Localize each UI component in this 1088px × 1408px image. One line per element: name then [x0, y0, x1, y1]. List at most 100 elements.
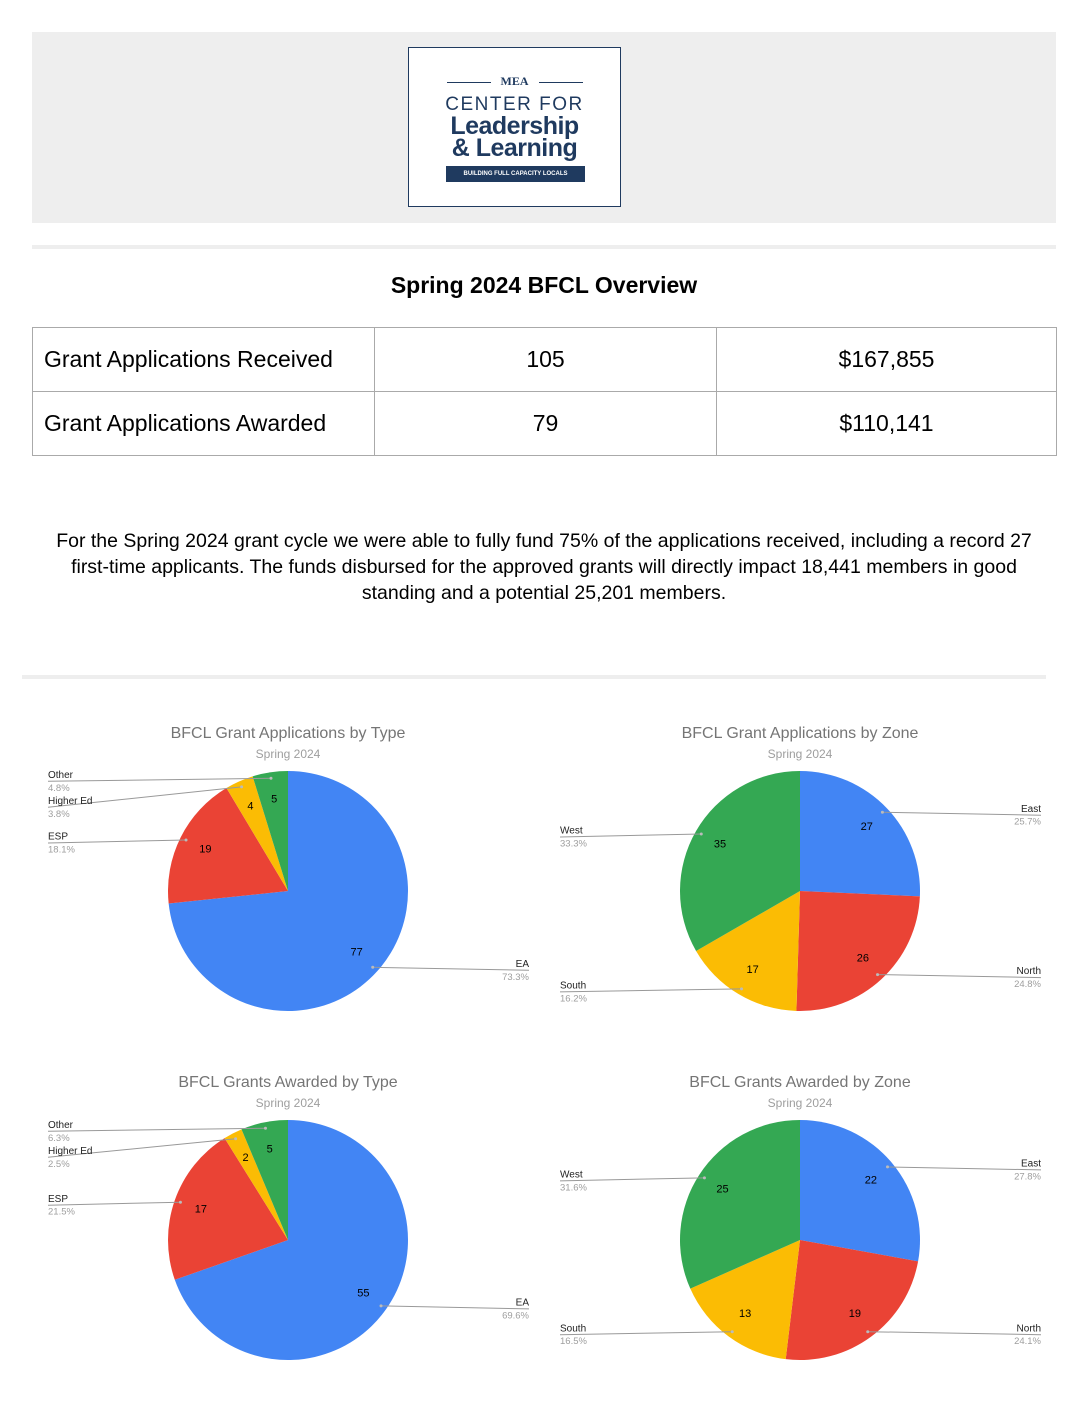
pie-slice [680, 771, 800, 951]
leader-dot [740, 987, 744, 991]
slice-value-label: 4 [247, 800, 253, 812]
leader-line [887, 1166, 1042, 1171]
slice-name: Other [48, 1120, 74, 1131]
leader-line [867, 1331, 1042, 1336]
table-cell: Grant Applications Awarded [32, 391, 375, 456]
chart-subtitle: Spring 2024 [768, 747, 833, 761]
slice-value-label: 2 [242, 1152, 248, 1164]
chart-title: BFCL Grant Applications by Type [171, 725, 406, 742]
logo-line: Leadership [450, 112, 579, 140]
slice-percent: 33.3% [560, 839, 587, 850]
slice-percent: 16.2% [560, 993, 587, 1004]
table-row: Grant Applications Received 105 $167,855 [32, 327, 1057, 392]
slice-value-label: 25 [716, 1184, 728, 1196]
slice-value-label: 5 [267, 1143, 273, 1155]
slice-name: Other [48, 770, 74, 781]
leader-dot [234, 1137, 238, 1141]
leader-dot [880, 810, 884, 814]
slice-percent: 24.1% [1014, 1336, 1041, 1347]
slice-name: ESP [48, 1194, 68, 1205]
slice-percent: 31.6% [560, 1182, 587, 1193]
leader-line [877, 974, 1042, 979]
pie-slice [168, 771, 409, 1011]
slice-percent: 24.8% [1014, 979, 1041, 990]
slice-percent: 18.1% [48, 845, 75, 856]
slice-percent: 25.7% [1014, 817, 1041, 828]
pie-slice [785, 1240, 919, 1360]
leader-dot [885, 1165, 889, 1169]
chart-subtitle: Spring 2024 [256, 747, 321, 761]
leader-line [559, 988, 742, 993]
leader-dot [178, 1200, 182, 1204]
leader-line [47, 839, 187, 844]
slice-value-label: 17 [195, 1203, 207, 1215]
summary: For the Spring 2024 grant cycle we were … [56, 530, 1032, 604]
leader-line [559, 833, 702, 838]
leader-dot [876, 973, 880, 977]
title: Spring 2024 BFCL Overview [390, 272, 698, 298]
slice-name: East [1021, 1159, 1041, 1170]
slice-percent: 16.5% [560, 1336, 587, 1347]
table-cell: $110,141 [716, 391, 1057, 456]
leader-dot [371, 965, 375, 969]
slice-value-label: 5 [271, 794, 277, 806]
leader-line [559, 1177, 705, 1182]
slice-value-label: 13 [739, 1308, 751, 1320]
pie-slice [796, 891, 920, 1011]
pie-slice [252, 771, 288, 891]
slice-value-label: 26 [857, 953, 869, 965]
slice-percent: 69.6% [502, 1310, 529, 1321]
leader-dot [240, 785, 244, 789]
slice-name: ESP [48, 832, 68, 843]
slice-value-label: 77 [351, 947, 363, 959]
table-cell: $167,855 [716, 327, 1057, 392]
chart-title: BFCL Grant Applications by Zone [682, 725, 919, 742]
pie-slice [696, 891, 800, 1011]
slice-name: West [560, 1169, 583, 1180]
leader-line [381, 1305, 530, 1310]
slice-value-label: 55 [357, 1287, 369, 1299]
logo: MEA CENTER FOR Leadership & Learning BUI… [408, 47, 621, 207]
leader-line [372, 966, 530, 971]
logo-org-text: MEA [500, 74, 529, 88]
slice-name: EA [516, 959, 530, 970]
logo-line: CENTER FOR [445, 94, 584, 115]
charts: BFCL Grant Applications by Type Spring 20… [47, 725, 1042, 1360]
leader-dot [263, 1126, 267, 1130]
logo-tagline: BUILDING FULL CAPACITY LOCALS [446, 166, 585, 182]
pie-slice [241, 1120, 288, 1240]
slice-value-label: 19 [199, 844, 211, 856]
leader-line [559, 1331, 733, 1336]
pie-slice [226, 776, 288, 891]
leader-dot [269, 776, 273, 780]
slice-name: South [560, 1323, 586, 1334]
logo-line: & Learning [451, 134, 578, 162]
slice-name: North [1017, 1323, 1041, 1334]
leader-line [47, 1201, 181, 1206]
chart-title: BFCL Grants Awarded by Type [178, 1074, 397, 1091]
slice-percent: 6.3% [48, 1133, 70, 1144]
slice-name: West [560, 826, 583, 837]
leader-dot [379, 1304, 383, 1308]
pie-slice [800, 771, 920, 897]
slice-name: Higher Ed [48, 1146, 92, 1157]
overview-table: Grant Applications Received 105 $167,855… [32, 327, 1057, 456]
leader-line [47, 777, 272, 782]
leader-dot [866, 1330, 870, 1334]
slice-percent: 3.8% [48, 809, 70, 820]
pie-slice [174, 1120, 408, 1360]
slice-name: Higher Ed [48, 796, 92, 807]
logo-org: MEA [409, 74, 620, 89]
slice-value-label: 27 [861, 821, 873, 833]
slice-percent: 73.3% [502, 972, 529, 983]
leader-line [47, 786, 242, 808]
slice-value-label: 22 [865, 1175, 877, 1187]
slice-value-label: 17 [746, 964, 758, 976]
pie-slice [168, 1138, 288, 1280]
leader-line [47, 1127, 266, 1132]
divider [32, 245, 1056, 249]
slice-percent: 2.5% [48, 1159, 70, 1170]
chart-subtitle: Spring 2024 [768, 1096, 833, 1110]
slice-name: South [560, 981, 586, 992]
